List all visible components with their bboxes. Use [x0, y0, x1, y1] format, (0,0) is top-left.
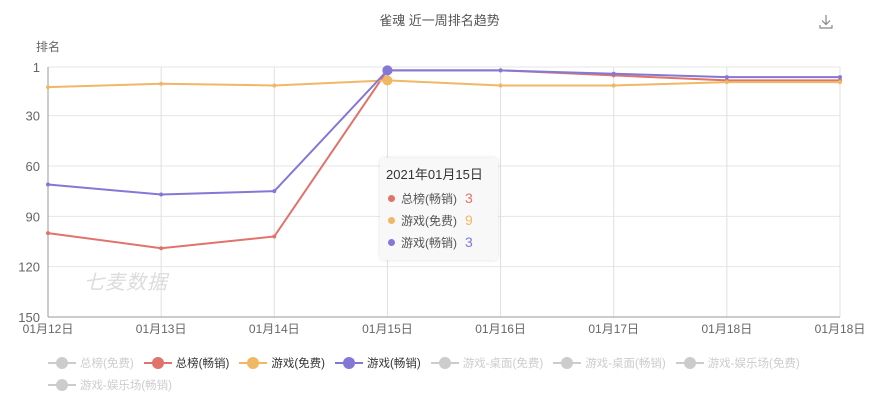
- data-point: [724, 80, 729, 85]
- x-tick-label: 01月16日: [475, 322, 526, 336]
- legend-line-icon: [239, 357, 268, 369]
- series-dot-icon: [388, 194, 395, 202]
- x-tick-label: 01月15日: [362, 322, 413, 336]
- y-tick-label: 90: [26, 209, 40, 224]
- x-tick-label: 01月17日: [588, 322, 639, 336]
- data-point: [272, 83, 277, 88]
- legend-item[interactable]: 游戏(免费): [239, 355, 325, 371]
- data-point: [46, 182, 50, 187]
- series-dot-icon: [388, 238, 395, 246]
- data-point: [498, 68, 503, 73]
- tooltip-value: 3: [465, 190, 473, 206]
- legend-item[interactable]: 游戏(畅销): [335, 355, 421, 371]
- legend-item[interactable]: 游戏-桌面(畅销): [553, 355, 666, 371]
- data-point: [611, 83, 616, 88]
- watermark: 七麦数据: [84, 272, 168, 294]
- tooltip-value: 3: [465, 234, 473, 250]
- tooltip-row: 游戏(畅销) 3: [388, 231, 490, 253]
- tooltip: 2021年01月15日 总榜(畅销) 3 游戏(免费) 9 游戏(畅销) 3: [380, 158, 498, 260]
- legend-label: 总榜(免费): [80, 358, 134, 370]
- legend-item[interactable]: 游戏-桌面(免费): [430, 355, 544, 371]
- y-tick-label: 1: [33, 60, 40, 75]
- tooltip-row: 游戏(免费) 9: [388, 209, 490, 231]
- legend-label: 游戏(畅销): [367, 358, 421, 370]
- legend-item[interactable]: 总榜(免费): [48, 355, 134, 371]
- y-tick-label: 150: [18, 310, 40, 325]
- legend-line-icon: [675, 357, 704, 369]
- data-point: [838, 75, 842, 80]
- data-point: [724, 75, 729, 80]
- data-point: [272, 234, 277, 239]
- legend-label: 总榜(畅销): [175, 358, 230, 370]
- data-point: [498, 83, 503, 88]
- tooltip-row: 总榜(畅销) 3: [388, 187, 490, 209]
- data-point: [46, 231, 50, 236]
- data-point: [159, 81, 164, 86]
- legend-label: 游戏-桌面(免费): [462, 358, 544, 370]
- data-point: [46, 85, 50, 90]
- y-tick-label: 60: [26, 159, 40, 174]
- data-point: [382, 65, 393, 76]
- x-tick-label: 01月18日: [815, 322, 866, 336]
- series-line: [47, 79, 840, 89]
- legend-label: 游戏-桌面(畅销): [585, 358, 666, 370]
- tooltip-label: 游戏(免费): [401, 213, 457, 228]
- legend-line-icon: [143, 357, 172, 369]
- legend-line-icon: [430, 357, 459, 369]
- tooltip-label: 总榜(畅销): [401, 191, 457, 206]
- legend-item[interactable]: 游戏-娱乐场(畅销): [48, 377, 172, 393]
- legend-line-icon: [48, 357, 76, 369]
- legend-item[interactable]: 总榜(畅销): [143, 355, 230, 371]
- legend: 总榜(免费) 总榜(畅销) 游戏(免费) 游戏(畅销) 游戏-桌面(免费) 游戏-桌面(畅…: [48, 355, 868, 393]
- x-tick-label: 01月14日: [249, 322, 300, 336]
- x-tick-label: 01月18日: [702, 322, 753, 336]
- chart-title: 雀魂 近一周排名趋势: [379, 13, 500, 28]
- tooltip-label: 游戏(畅销): [401, 235, 457, 250]
- data-point: [159, 192, 164, 197]
- legend-label: 游戏(免费): [271, 358, 326, 370]
- y-tick-label: 30: [26, 109, 40, 124]
- data-point: [611, 71, 616, 76]
- x-tick-label: 01月12日: [23, 322, 74, 336]
- download-icon[interactable]: [817, 13, 835, 31]
- data-point: [838, 80, 842, 85]
- x-tick-label: 01月13日: [136, 322, 187, 336]
- legend-line-icon: [553, 357, 582, 369]
- data-point: [159, 246, 164, 251]
- legend-line-icon: [48, 379, 76, 391]
- legend-line-icon: [335, 357, 364, 369]
- data-point: [382, 75, 393, 86]
- tooltip-date: 2021年01月15日: [386, 167, 483, 182]
- series-dot-icon: [388, 216, 395, 224]
- tooltip-value: 9: [465, 212, 473, 228]
- data-point: [272, 189, 277, 194]
- y-axis-name: 排名: [36, 40, 61, 54]
- legend-label: 游戏-娱乐场(免费): [707, 358, 800, 370]
- legend-label: 游戏-娱乐场(畅销): [80, 380, 172, 392]
- legend-item[interactable]: 游戏-娱乐场(免费): [675, 355, 800, 371]
- series-line: [47, 69, 840, 196]
- y-tick-label: 120: [18, 260, 40, 275]
